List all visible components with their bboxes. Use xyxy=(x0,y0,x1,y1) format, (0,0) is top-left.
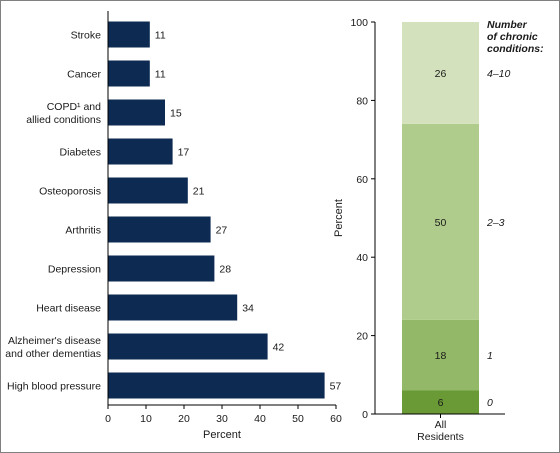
segment-value-0: 6 xyxy=(438,397,444,409)
conditions-bar-chart: Stroke 11 Cancer 11 COPD¹ and allied conditio… xyxy=(5,11,342,441)
bar-copd-and-allied-conditions xyxy=(108,99,165,126)
value-label-arthritis: 27 xyxy=(216,225,228,237)
value-label-cancer: 11 xyxy=(155,69,166,81)
right-x-tick-label: All Residents xyxy=(417,419,464,443)
value-label-stroke: 11 xyxy=(155,30,166,42)
value-label-depression: 28 xyxy=(219,264,231,276)
bar-alzheimer-s-disease-and-other-dementias xyxy=(108,333,268,360)
legend-item-2-3: 2–3 xyxy=(486,217,505,229)
right-y-tick-label-0: 0 xyxy=(362,409,368,421)
segment-2-3 xyxy=(402,123,479,320)
category-label-copd-and-allied-conditions: COPD¹ and allied conditions xyxy=(26,101,101,126)
segment-4-10 xyxy=(402,22,479,124)
x-tick-label-20: 20 xyxy=(178,413,190,425)
right-y-axis-title: Percent xyxy=(333,199,345,237)
right-y-tick-label-40: 40 xyxy=(356,252,368,264)
legend-item-0: 0 xyxy=(487,397,493,409)
segment-value-1: 18 xyxy=(435,350,447,362)
x-tick-label-10: 10 xyxy=(140,413,152,425)
category-label-heart-disease: Heart disease xyxy=(36,303,101,315)
segment-value-2-3: 50 xyxy=(435,217,447,229)
category-label-high-blood-pressure: High blood pressure xyxy=(7,381,101,393)
right-y-tick-label-80: 80 xyxy=(356,95,368,107)
legend-item-4-10: 4–10 xyxy=(487,68,511,80)
right-y-tick-label-20: 20 xyxy=(356,331,368,343)
legend-title: Number of chronic conditions: xyxy=(487,19,544,55)
bar-stroke xyxy=(108,21,150,48)
x-tick-label-60: 60 xyxy=(330,413,342,425)
bar-depression xyxy=(108,255,215,282)
value-label-high-blood-pressure: 57 xyxy=(330,381,342,393)
category-label-cancer: Cancer xyxy=(67,69,101,81)
category-label-arthritis: Arthritis xyxy=(65,225,101,237)
segment-1 xyxy=(402,319,479,391)
bar-heart-disease xyxy=(108,294,238,321)
category-label-alzheimer-s-disease-and-other-dementias: Alzheimer's disease and other dementias xyxy=(5,335,101,360)
category-label-diabetes: Diabetes xyxy=(60,147,101,159)
bar-arthritis xyxy=(108,216,211,243)
segment-0 xyxy=(402,390,479,414)
right-y-tick-label-60: 60 xyxy=(356,174,368,186)
right-y-tick-label-100: 100 xyxy=(350,17,368,29)
value-label-heart-disease: 34 xyxy=(242,303,254,315)
value-label-copd-and-allied-conditions: 15 xyxy=(170,108,182,120)
x-tick-label-0: 0 xyxy=(105,413,111,425)
legend-item-1: 1 xyxy=(487,350,493,362)
x-tick-label-50: 50 xyxy=(292,413,304,425)
bar-cancer xyxy=(108,60,150,87)
x-tick-label-30: 30 xyxy=(216,413,228,425)
segment-value-4-10: 26 xyxy=(435,68,447,80)
category-label-depression: Depression xyxy=(48,264,101,276)
value-label-osteoporosis: 21 xyxy=(193,186,205,198)
bar-high-blood-pressure xyxy=(108,372,325,399)
x-tick-label-40: 40 xyxy=(254,413,266,425)
bar-diabetes xyxy=(108,138,173,165)
category-label-stroke: Stroke xyxy=(71,30,102,42)
x-axis-title: Percent xyxy=(203,429,241,441)
value-label-diabetes: 17 xyxy=(178,147,190,159)
value-label-alzheimer-s-disease-and-other-dementias: 42 xyxy=(273,342,285,354)
bar-osteoporosis xyxy=(108,177,188,204)
category-label-osteoporosis: Osteoporosis xyxy=(39,186,101,198)
